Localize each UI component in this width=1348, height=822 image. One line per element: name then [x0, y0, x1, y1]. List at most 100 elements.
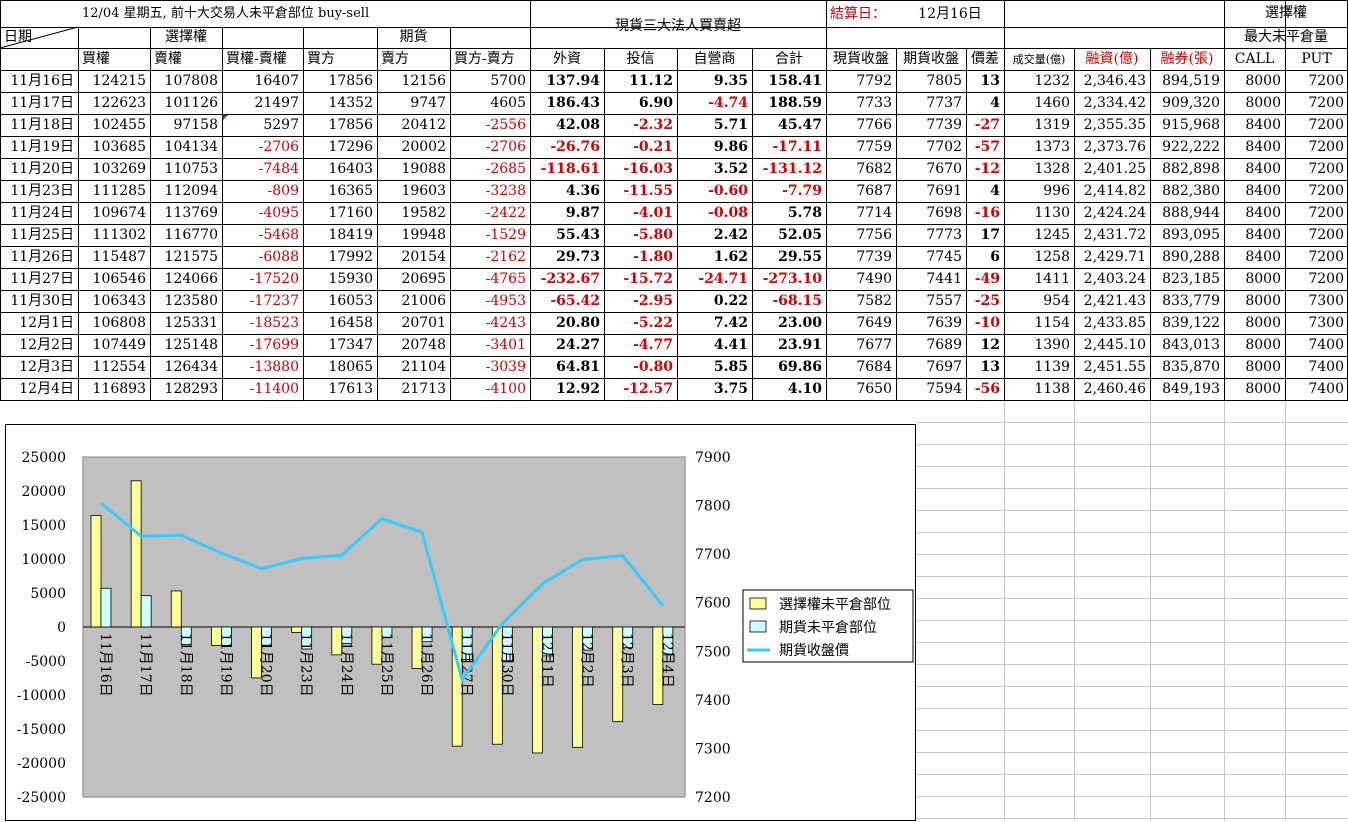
data-cell[interactable]: 8000	[1245, 73, 1281, 89]
data-cell[interactable]: -4765	[485, 271, 526, 287]
data-cell[interactable]: -0.08	[708, 205, 748, 221]
data-cell[interactable]: 8000	[1245, 315, 1281, 331]
data-cell[interactable]: 7714	[856, 205, 892, 221]
column-header[interactable]: 買方	[307, 51, 335, 67]
data-cell[interactable]: 8000	[1245, 359, 1281, 375]
data-cell[interactable]: -11400	[249, 381, 299, 397]
data-cell[interactable]: 2,445.10	[1083, 337, 1146, 353]
column-header[interactable]: 成交量(億)	[1012, 53, 1066, 66]
bar[interactable]	[251, 626, 262, 679]
data-cell[interactable]: 125148	[164, 337, 218, 353]
data-cell[interactable]: 7400	[1308, 359, 1344, 375]
data-cell[interactable]: -56	[974, 381, 1000, 397]
data-cell[interactable]: 888,944	[1162, 205, 1220, 221]
data-cell[interactable]: 7737	[926, 95, 962, 111]
data-cell[interactable]: -118.61	[540, 161, 600, 177]
data-cell[interactable]: 17160	[328, 205, 373, 221]
data-cell[interactable]: 7300	[1308, 315, 1344, 331]
data-cell[interactable]: 7739	[856, 249, 892, 265]
date-cell[interactable]: 11月19日	[10, 139, 74, 155]
data-cell[interactable]: 954	[1043, 293, 1070, 309]
data-cell[interactable]: 8400	[1245, 249, 1281, 265]
data-cell[interactable]: 124215	[92, 73, 146, 89]
data-cell[interactable]: 7200	[1308, 271, 1344, 287]
data-cell[interactable]: -809	[267, 183, 299, 199]
data-cell[interactable]: 23.00	[778, 315, 822, 331]
date-cell[interactable]: 11月17日	[10, 95, 74, 111]
bar[interactable]	[90, 515, 102, 628]
data-cell[interactable]: -2706	[258, 139, 299, 155]
data-cell[interactable]: -12	[974, 161, 1000, 177]
column-header[interactable]: 賣權	[154, 51, 182, 67]
data-cell[interactable]: 1319	[1034, 117, 1070, 133]
bar[interactable]	[612, 626, 624, 722]
bar[interactable]	[582, 626, 593, 651]
data-cell[interactable]: 20748	[401, 337, 446, 353]
data-cell[interactable]: -3401	[485, 337, 526, 353]
data-cell[interactable]: -24.71	[698, 271, 748, 287]
data-cell[interactable]: -1529	[485, 227, 526, 243]
data-cell[interactable]: 2,433.85	[1083, 315, 1146, 331]
data-cell[interactable]: 4	[990, 183, 1000, 199]
data-cell[interactable]: 15930	[328, 271, 373, 287]
column-header[interactable]: 賣方	[381, 51, 409, 67]
data-cell[interactable]: -17699	[249, 337, 299, 353]
data-cell[interactable]: 122623	[92, 95, 146, 111]
data-cell[interactable]: 823,185	[1162, 271, 1220, 287]
data-cell[interactable]: 7639	[926, 315, 962, 331]
data-cell[interactable]: -5.22	[633, 315, 673, 331]
data-cell[interactable]: 110753	[164, 161, 218, 177]
data-cell[interactable]: 7677	[856, 337, 892, 353]
data-cell[interactable]: 11.12	[629, 73, 673, 89]
date-cell[interactable]: 11月18日	[10, 117, 74, 133]
data-cell[interactable]: 106546	[92, 271, 146, 287]
data-cell[interactable]: 7756	[856, 227, 892, 243]
data-cell[interactable]: 922,222	[1162, 139, 1220, 155]
data-cell[interactable]: 7697	[926, 359, 962, 375]
data-cell[interactable]: -2162	[485, 249, 526, 265]
data-cell[interactable]: 16403	[328, 161, 373, 177]
date-cell[interactable]: 11月16日	[10, 73, 74, 89]
data-cell[interactable]: 106808	[92, 315, 146, 331]
data-cell[interactable]: 16407	[254, 73, 299, 89]
column-header[interactable]: CALL	[1234, 51, 1275, 67]
data-cell[interactable]: -2706	[485, 139, 526, 155]
data-cell[interactable]: 19582	[401, 205, 446, 221]
data-cell[interactable]: 2,421.43	[1083, 293, 1146, 309]
data-cell[interactable]: -17237	[249, 293, 299, 309]
data-cell[interactable]: 55.43	[556, 227, 600, 243]
data-cell[interactable]: 839,122	[1162, 315, 1220, 331]
bar[interactable]	[532, 626, 543, 754]
data-cell[interactable]: -10	[974, 315, 1000, 331]
data-cell[interactable]: 882,898	[1162, 161, 1220, 177]
data-cell[interactable]: 14352	[328, 95, 373, 111]
date-cell[interactable]: 11月27日	[10, 271, 74, 287]
data-cell[interactable]: 996	[1043, 183, 1070, 199]
data-cell[interactable]: 6.90	[638, 95, 673, 111]
data-cell[interactable]: 19088	[401, 161, 446, 177]
data-cell[interactable]: 0.22	[713, 293, 748, 309]
column-header[interactable]: 投信	[626, 51, 655, 67]
data-cell[interactable]: 20154	[401, 249, 446, 265]
data-cell[interactable]: -273.10	[762, 271, 822, 287]
data-cell[interactable]: 17613	[328, 381, 373, 397]
data-cell[interactable]: 20701	[401, 315, 446, 331]
data-cell[interactable]: 7689	[926, 337, 962, 353]
data-cell[interactable]: 7745	[926, 249, 962, 265]
date-cell[interactable]: 11月24日	[10, 205, 74, 221]
data-cell[interactable]: 2,334.42	[1083, 95, 1146, 111]
data-cell[interactable]: 111302	[92, 227, 146, 243]
settle-date[interactable]: 12月16日	[918, 6, 982, 22]
data-cell[interactable]: 7733	[856, 95, 892, 111]
data-cell[interactable]: 107449	[92, 337, 146, 353]
data-cell[interactable]: -16.03	[623, 161, 673, 177]
data-cell[interactable]: 7200	[1308, 183, 1344, 199]
data-cell[interactable]: 124066	[164, 271, 218, 287]
data-cell[interactable]: 121575	[164, 249, 218, 265]
column-header[interactable]: 融券(張)	[1160, 51, 1214, 67]
data-cell[interactable]: 4	[990, 95, 1000, 111]
data-cell[interactable]: -2685	[485, 161, 526, 177]
data-cell[interactable]: -4100	[485, 381, 526, 397]
data-cell[interactable]: 9.86	[713, 139, 748, 155]
data-cell[interactable]: 8000	[1245, 95, 1281, 111]
